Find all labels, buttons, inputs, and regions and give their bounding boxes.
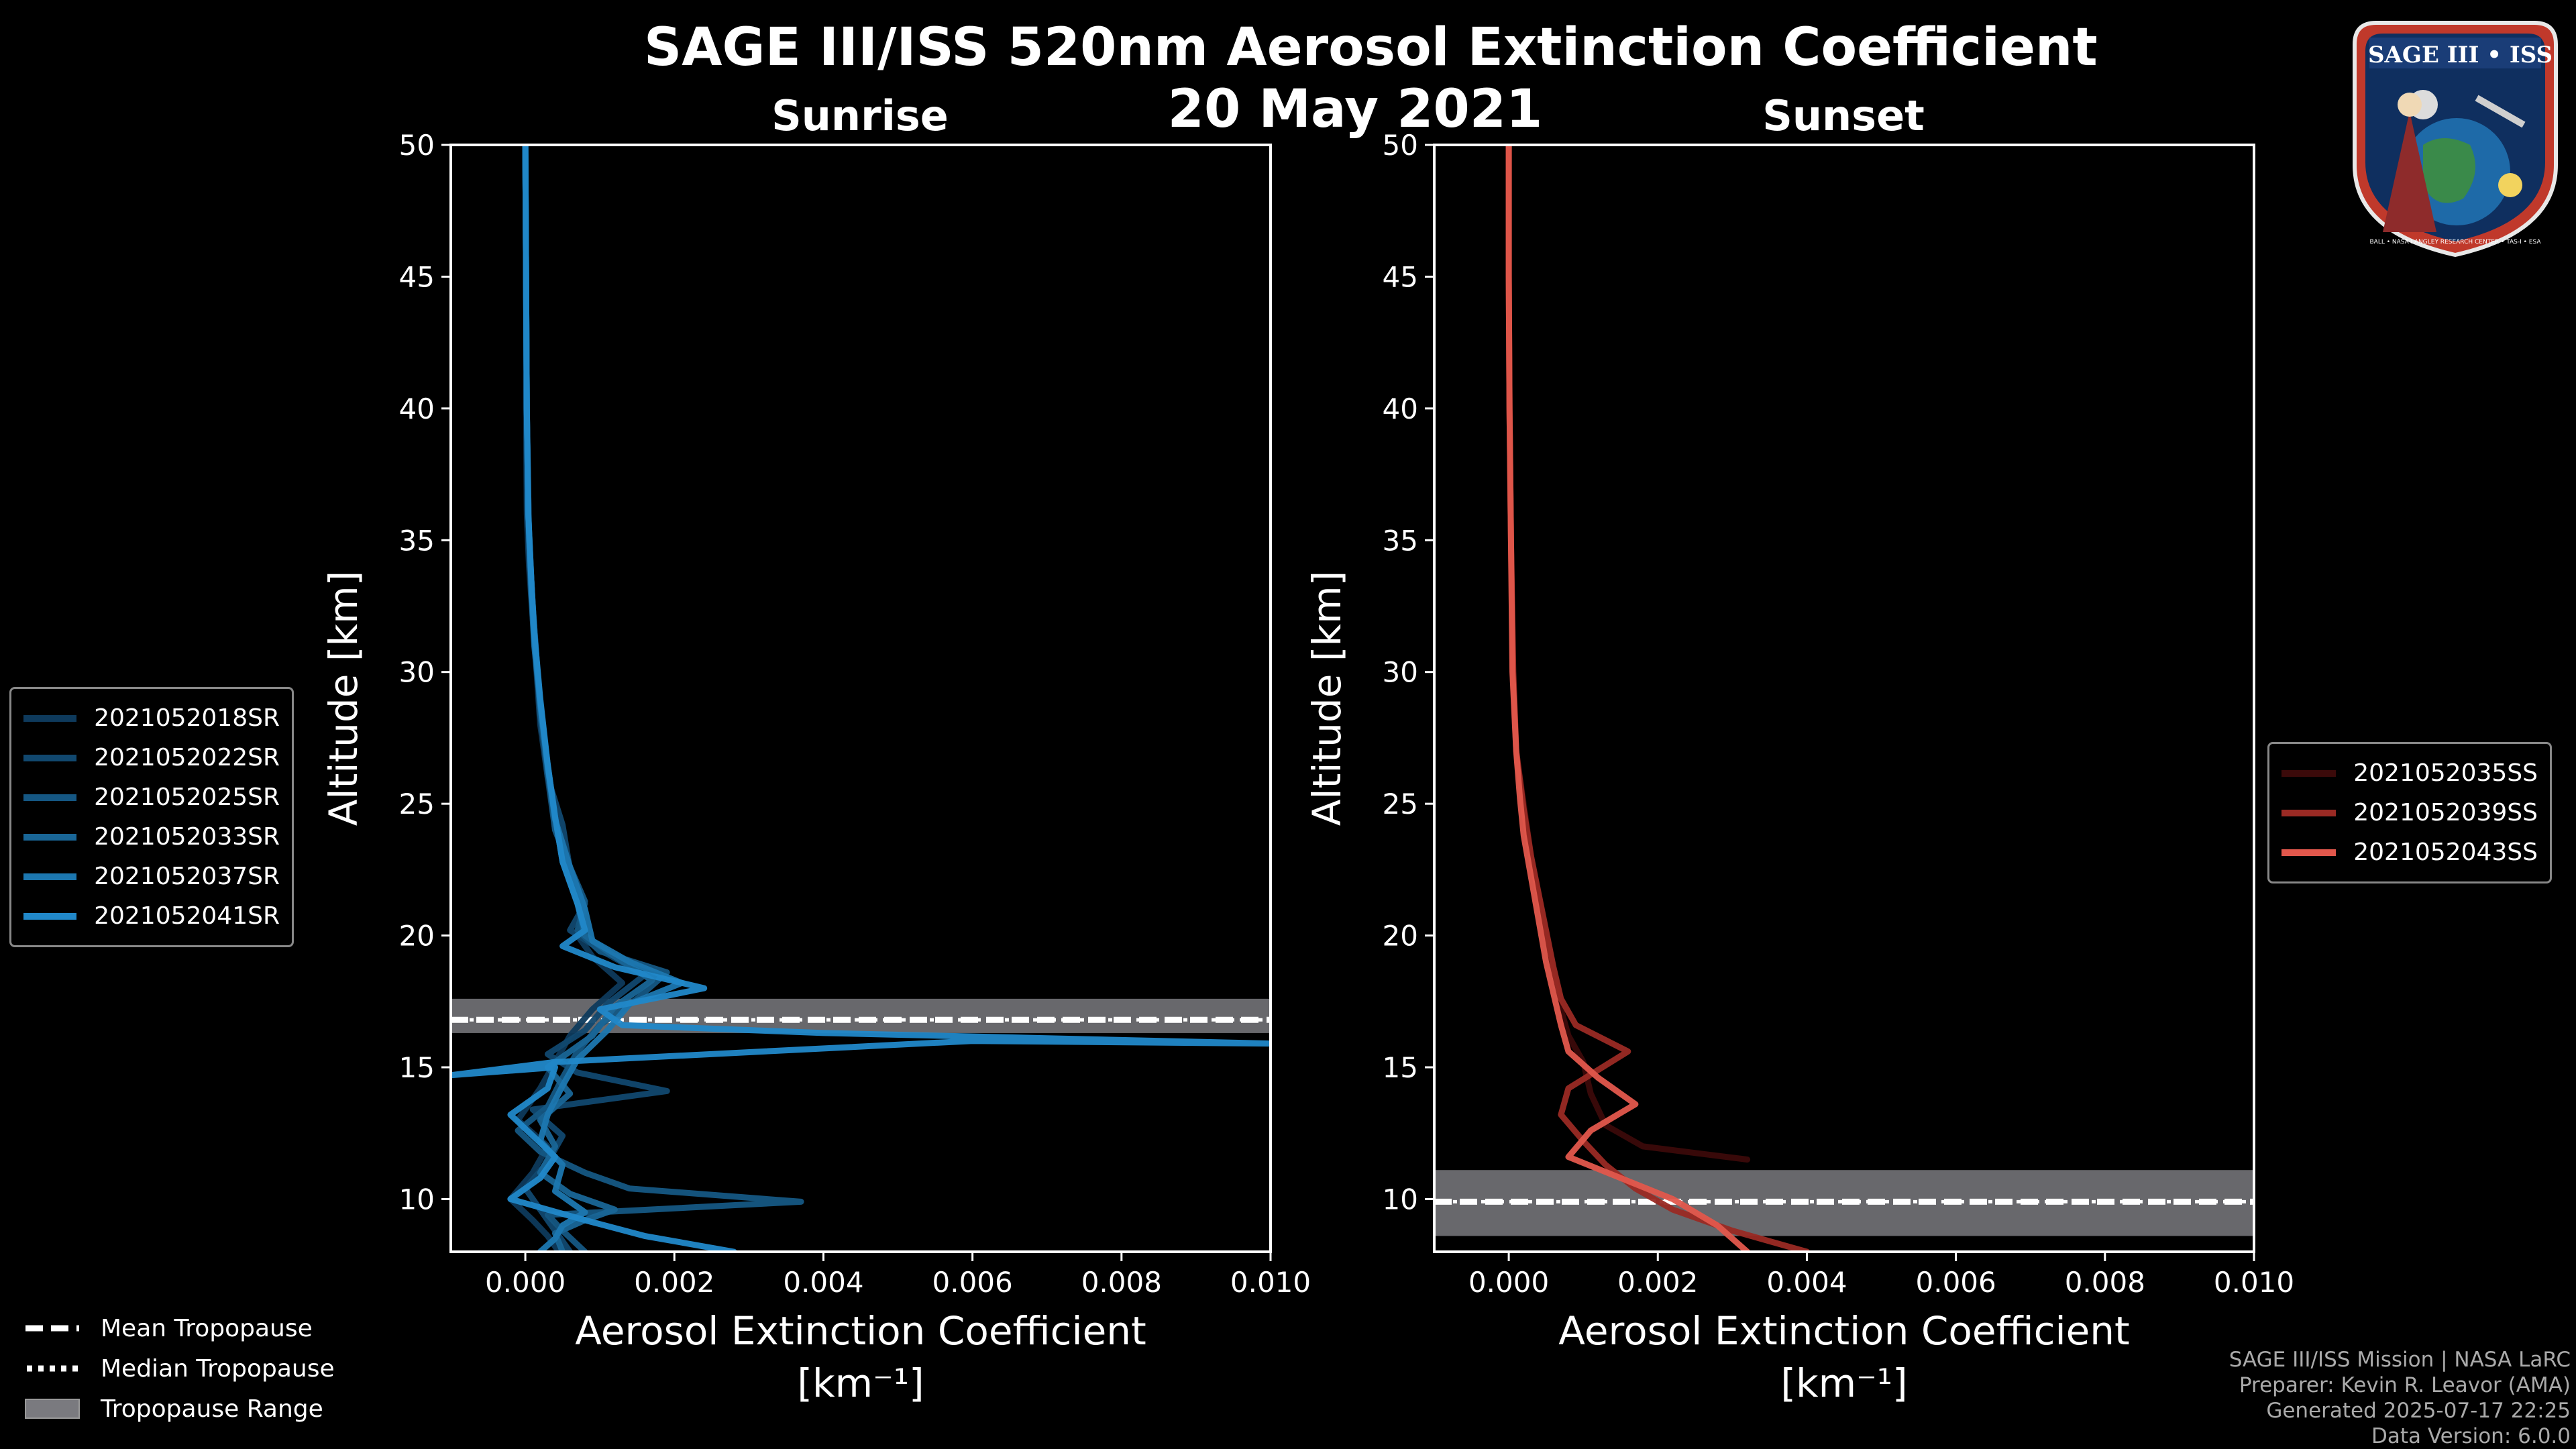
sunset-panel: 0.000 0.002 0.004 0.006 0.008 0.010 10 15 20 25 30… xyxy=(1304,129,2294,1406)
legend-swatch xyxy=(2282,769,2337,777)
sunset-ytick-label: 10 xyxy=(1383,1183,1418,1216)
sunset-series-group xyxy=(1505,145,1810,1252)
legend-item: 2021052039SS xyxy=(2282,793,2538,833)
legend-tropopause-range: Tropopause Range xyxy=(24,1389,335,1429)
legend-item: 2021052022SR xyxy=(23,738,280,777)
sunset-legend: 2021052035SS 2021052039SS 2021052043SS xyxy=(2267,742,2552,883)
footer-mission: SAGE III/ISS Mission | NASA LaRC xyxy=(2229,1348,2571,1372)
sunrise-ytick-label: 15 xyxy=(399,1051,435,1084)
legend-swatch xyxy=(23,714,77,722)
legend-median-tropopause: Median Tropopause xyxy=(24,1348,335,1389)
sunrise-ytick-label: 50 xyxy=(399,129,435,162)
sunset-ytick-label: 20 xyxy=(1383,920,1418,953)
sunrise-series-2021052041SR xyxy=(451,145,1271,1252)
sunset-ytick-label: 50 xyxy=(1383,129,1418,162)
legend-label: 2021052035SS xyxy=(2353,759,2538,787)
logo-text: SAGE III • ISS xyxy=(2368,42,2553,68)
sunset-xlabel: Aerosol Extinction Coefficient xyxy=(1558,1308,2130,1354)
sunrise-xtick-label: 0.002 xyxy=(634,1266,714,1299)
dashed-line-icon xyxy=(25,1325,79,1332)
legend-item: 2021052035SS xyxy=(2282,753,2538,793)
sunrise-xlabel-unit: [km⁻¹] xyxy=(797,1360,924,1406)
legend-swatch xyxy=(23,912,77,920)
footer-version: Data Version: 6.0.0 xyxy=(2371,1424,2571,1448)
footer-generated: Generated 2025-07-17 22:25 xyxy=(2266,1399,2571,1423)
sunset-xtick-label: 0.010 xyxy=(2214,1266,2294,1299)
legend-item: 2021052033SR xyxy=(23,817,280,857)
sunset-ylabel: Altitude [km] xyxy=(1304,571,1350,826)
figure-date: 20 May 2021 xyxy=(1167,79,1543,140)
legend-median-label: Median Tropopause xyxy=(101,1354,335,1383)
legend-swatch xyxy=(2282,809,2337,816)
legend-label: 2021052041SR xyxy=(94,902,280,930)
legend-label: 2021052043SS xyxy=(2353,839,2538,866)
sunset-xtick-label: 0.008 xyxy=(2065,1266,2145,1299)
sunrise-ytick-label: 45 xyxy=(399,260,435,293)
sunset-ytick-label: 45 xyxy=(1383,260,1418,293)
sunrise-ytick-label: 40 xyxy=(399,392,435,425)
sunset-series-2021052039SS xyxy=(1505,145,1810,1252)
legend-label: 2021052018SR xyxy=(94,704,280,732)
sunset-ytick-label: 15 xyxy=(1383,1051,1418,1084)
legend-item: 2021052018SR xyxy=(23,698,280,738)
legend-range-label: Tropopause Range xyxy=(101,1395,323,1423)
legend-swatch xyxy=(23,754,77,761)
figure-title: SAGE III/ISS 520nm Aerosol Extinction Co… xyxy=(644,17,2098,78)
sunrise-axes-frame xyxy=(449,144,1272,1253)
sunrise-panel: 0.000 0.002 0.004 0.006 0.008 0.010 10 15 20 25 30… xyxy=(321,129,1311,1406)
sunrise-xtick-label: 0.006 xyxy=(932,1266,1013,1299)
sunset-series-2021052043SS xyxy=(1505,145,1751,1252)
legend-label: 2021052039SS xyxy=(2353,799,2538,826)
sunrise-xtick-label: 0.000 xyxy=(485,1266,566,1299)
sunset-xtick-label: 0.004 xyxy=(1766,1266,1847,1299)
legend-item: 2021052043SS xyxy=(2282,833,2538,872)
tropopause-legend: Mean Tropopause Median Tropopause Tropop… xyxy=(24,1308,335,1429)
legend-label: 2021052022SR xyxy=(94,744,280,771)
legend-item: 2021052025SR xyxy=(23,777,280,817)
logo-ring-text: BALL • NASA LANGLEY RESEARCH CENTER • TA… xyxy=(2369,239,2541,246)
legend-swatch xyxy=(2282,849,2337,856)
legend-swatch xyxy=(23,873,77,880)
sage-iii-iss-logo xyxy=(2353,21,2558,258)
sunset-ytick-label: 30 xyxy=(1383,656,1418,689)
range-swatch-icon xyxy=(25,1399,80,1419)
sunset-xtick-label: 0.002 xyxy=(1617,1266,1698,1299)
sunrise-series-group xyxy=(451,145,1271,1252)
sunrise-xtick-label: 0.008 xyxy=(1081,1266,1162,1299)
sunset-ytick-label: 25 xyxy=(1383,788,1418,820)
sunrise-xlabel: Aerosol Extinction Coefficient xyxy=(575,1308,1146,1354)
sunrise-ytick-label: 30 xyxy=(399,656,435,689)
sunrise-ytick-label: 25 xyxy=(399,788,435,820)
legend-item: 2021052041SR xyxy=(23,896,280,936)
legend-swatch xyxy=(23,794,77,801)
legend-item: 2021052037SR xyxy=(23,857,280,896)
sunrise-xtick-label: 0.010 xyxy=(1230,1266,1311,1299)
legend-label: 2021052025SR xyxy=(94,784,280,811)
legend-label: 2021052037SR xyxy=(94,863,280,890)
legend-swatch xyxy=(23,833,77,841)
dotted-line-icon xyxy=(27,1365,79,1372)
sunrise-ytick-label: 20 xyxy=(399,920,435,953)
legend-mean-tropopause: Mean Tropopause xyxy=(24,1308,335,1348)
sunrise-panel-title: Sunrise xyxy=(771,91,949,140)
footer-credits: SAGE III/ISS Mission | NASA LaRC Prepare… xyxy=(2229,1347,2571,1449)
footer-preparer: Preparer: Kevin R. Leavor (AMA) xyxy=(2239,1373,2571,1397)
sunset-panel-title: Sunset xyxy=(1762,91,1925,140)
legend-label: 2021052033SR xyxy=(94,823,280,851)
sunset-axes-frame xyxy=(1433,144,2255,1253)
sunset-xlabel-unit: [km⁻¹] xyxy=(1780,1360,1907,1406)
sunrise-ytick-label: 10 xyxy=(399,1183,435,1216)
sunrise-ylabel: Altitude [km] xyxy=(321,571,366,826)
sunset-series-2021052035SS xyxy=(1505,145,1751,1163)
sunrise-xtick-label: 0.004 xyxy=(783,1266,863,1299)
sunset-ytick-label: 40 xyxy=(1383,392,1418,425)
sunset-xtick-label: 0.000 xyxy=(1468,1266,1549,1299)
legend-mean-label: Mean Tropopause xyxy=(101,1314,313,1342)
sunrise-ytick-label: 35 xyxy=(399,524,435,557)
sunrise-legend: 2021052018SR 2021052022SR 2021052025SR 2021… xyxy=(9,687,294,947)
sunset-ytick-label: 35 xyxy=(1383,524,1418,557)
sunset-xtick-label: 0.006 xyxy=(1916,1266,1996,1299)
